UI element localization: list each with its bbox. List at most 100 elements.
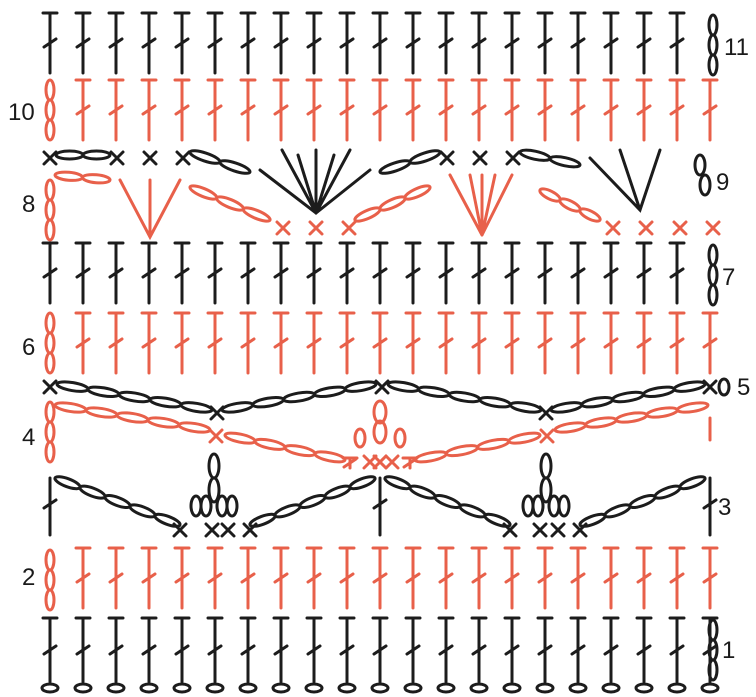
row4-picot-chain	[372, 399, 388, 425]
row-label-7: 7	[722, 264, 735, 291]
row8-single-crochet	[672, 220, 688, 236]
row3-picot-chain	[225, 494, 239, 518]
row8-fan	[448, 173, 514, 237]
row3-chain	[348, 475, 377, 491]
row3-double-crochet	[372, 476, 388, 537]
row2-double-crochet	[338, 546, 356, 610]
row11-double-crochet	[602, 11, 620, 75]
row1-double-crochet	[371, 616, 389, 684]
turning-chain	[707, 243, 719, 267]
row8-chain	[558, 197, 582, 213]
row-label-1: 1	[722, 637, 735, 664]
foundation-chain	[304, 682, 324, 694]
row8-single-crochet	[341, 220, 357, 236]
row-labels: 1 2 3 4 5 6 7 8 9 10 11	[8, 34, 750, 664]
row10-double-crochet	[404, 78, 422, 142]
foundation-chain	[700, 682, 720, 694]
row11-double-crochet	[74, 11, 92, 75]
row-label-9: 9	[716, 169, 729, 196]
row5-chain	[478, 395, 512, 409]
turning-chain	[707, 263, 719, 287]
row5-chain	[508, 401, 543, 414]
row11-double-crochet	[371, 11, 389, 75]
row11-double-crochet	[206, 11, 224, 75]
row3-chain	[408, 484, 437, 500]
row8-chain	[538, 187, 562, 203]
row7-double-crochet	[206, 241, 224, 305]
stitch-symbols	[40, 11, 731, 694]
row1-double-crochet	[173, 616, 191, 684]
row7-double-crochet	[668, 241, 686, 305]
row3-single-crochet	[572, 522, 588, 538]
row6-double-crochet	[173, 311, 191, 375]
turning-chain	[707, 658, 719, 682]
row10-double-crochet	[701, 78, 719, 142]
row4-chain	[146, 416, 181, 429]
row6-double-crochet	[701, 311, 719, 375]
row6-double-crochet	[272, 311, 290, 375]
row2-double-crochet	[503, 546, 521, 610]
row3-chain	[273, 503, 302, 519]
row6-double-crochet	[239, 311, 257, 375]
row5-chain	[86, 385, 121, 399]
row3-chain	[483, 512, 512, 528]
row7-double-crochet	[74, 241, 92, 305]
row5-chain	[220, 401, 255, 414]
row9-fan	[258, 148, 372, 215]
row4-chain	[53, 401, 88, 414]
row6-double-crochet	[536, 311, 554, 375]
row4-chain	[475, 437, 511, 451]
row4-picot-chain	[372, 419, 388, 445]
row4-chain	[84, 406, 119, 419]
row4-chain	[645, 406, 679, 419]
foundation-chain	[436, 682, 456, 694]
turning-chain	[44, 420, 56, 444]
foundation-chain	[370, 682, 390, 694]
row1-double-crochet	[206, 616, 224, 684]
row2-double-crochet	[272, 546, 290, 610]
row4-single-crochet	[208, 428, 224, 444]
foundation-chain	[40, 682, 60, 694]
row4-single-crochet	[401, 456, 419, 470]
row4-chain	[444, 444, 480, 458]
row3-chain	[323, 484, 352, 500]
foundation-chain	[568, 682, 588, 694]
row-label-10: 10	[8, 99, 35, 126]
row8-single-crochet	[705, 220, 721, 236]
row1-double-crochet	[41, 616, 59, 684]
row11-double-crochet	[239, 11, 257, 75]
row5-chain	[251, 395, 286, 409]
row10-double-crochet	[305, 78, 323, 142]
row8-single-crochet	[308, 220, 324, 236]
foundation-chain	[271, 682, 291, 694]
row10-double-crochet	[668, 78, 686, 142]
row7-double-crochet	[173, 241, 191, 305]
turning-chain	[44, 198, 56, 222]
row9-single-crochet	[109, 150, 125, 166]
row8-single-crochet	[605, 220, 621, 236]
row2-double-crochet	[239, 546, 257, 610]
row10-double-crochet	[470, 78, 488, 142]
row7-double-crochet	[140, 241, 158, 305]
row4-picot-chain	[353, 427, 367, 449]
row6-double-crochet	[107, 311, 125, 375]
row1-double-crochet	[569, 616, 587, 684]
row7-double-crochet	[602, 241, 620, 305]
row10-double-crochet	[272, 78, 290, 142]
row11-double-crochet	[272, 11, 290, 75]
row4-chain	[115, 411, 150, 424]
row8-single-crochet	[275, 220, 291, 236]
turning-chain	[693, 153, 707, 177]
row8-chain	[53, 170, 85, 182]
row3-single-crochet	[502, 522, 518, 538]
row4-picot-chain	[393, 427, 407, 449]
row1-double-crochet	[602, 616, 620, 684]
row8-chain	[80, 173, 112, 185]
row9-chain	[378, 159, 412, 175]
row1-double-crochet	[305, 616, 323, 684]
row5-chain	[282, 390, 316, 404]
row1-double-crochet	[140, 616, 158, 684]
row5-chain	[179, 401, 214, 414]
turning-chain	[707, 283, 719, 307]
